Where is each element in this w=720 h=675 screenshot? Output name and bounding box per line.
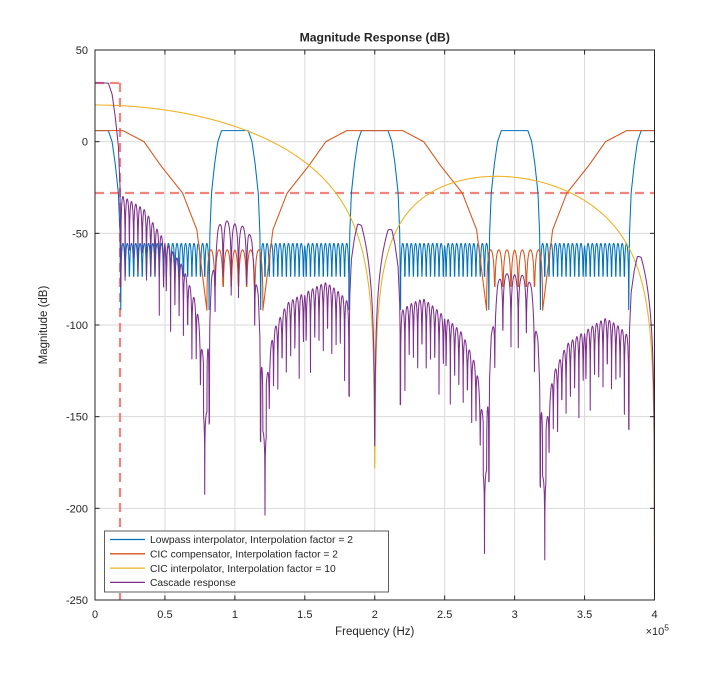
legend: Lowpass interpolator, Interpolation fact… xyxy=(104,530,389,593)
legend-label-cic-compensator: CIC compensator, Interpolation factor = … xyxy=(150,550,338,561)
chart-title: Magnitude Response (dB) xyxy=(300,31,450,45)
tick-labels: 0 0.5 1 1.5 2 2.5 3 3.5 4 50 0 -50 -100 -150 -200 -250 xyxy=(66,45,658,621)
x-axis-multiplier: ×105 xyxy=(646,623,670,639)
tick-marks xyxy=(94,49,655,601)
legend-label-cic-interpolator: CIC interpolator, Interpolation factor =… xyxy=(150,564,336,575)
x-axis-label: Frequency (Hz) xyxy=(335,626,414,638)
legend-entry: Cascade response xyxy=(110,578,236,589)
y-tick-label: -200 xyxy=(66,503,88,515)
y-tick-label: -50 xyxy=(72,228,88,240)
series-curves xyxy=(95,82,655,600)
legend-entry: CIC compensator, Interpolation factor = … xyxy=(110,550,338,561)
x-tick-label: 2.5 xyxy=(437,609,452,621)
legend-entry: CIC interpolator, Interpolation factor =… xyxy=(110,564,336,575)
x-tick-label: 3.5 xyxy=(577,609,592,621)
legend-label-cascade: Cascade response xyxy=(150,578,236,589)
curve-cic-compensator xyxy=(95,130,655,311)
x-tick-label: 1 xyxy=(232,609,238,621)
x-tick-label: 2 xyxy=(372,609,378,621)
legend-box xyxy=(104,530,389,593)
y-axis-label: Magnitude (dB) xyxy=(38,286,50,365)
y-tick-label: -150 xyxy=(66,412,88,424)
legend-label-lowpass: Lowpass interpolator, Interpolation fact… xyxy=(150,535,353,546)
x-tick-label: 4 xyxy=(651,609,657,621)
x-tick-label: 0 xyxy=(92,609,98,621)
curve-cascade-response xyxy=(95,82,655,597)
y-tick-label: -100 xyxy=(66,320,88,332)
x-tick-label: 1.5 xyxy=(297,609,312,621)
y-tick-label: 50 xyxy=(76,45,88,57)
x-tick-label: 0.5 xyxy=(157,609,172,621)
y-tick-label: -250 xyxy=(66,595,88,607)
x-tick-label: 3 xyxy=(512,609,518,621)
legend-entry: Lowpass interpolator, Interpolation fact… xyxy=(110,535,353,546)
curve-cic-interpolator xyxy=(95,104,655,600)
y-tick-label: 0 xyxy=(82,137,88,149)
